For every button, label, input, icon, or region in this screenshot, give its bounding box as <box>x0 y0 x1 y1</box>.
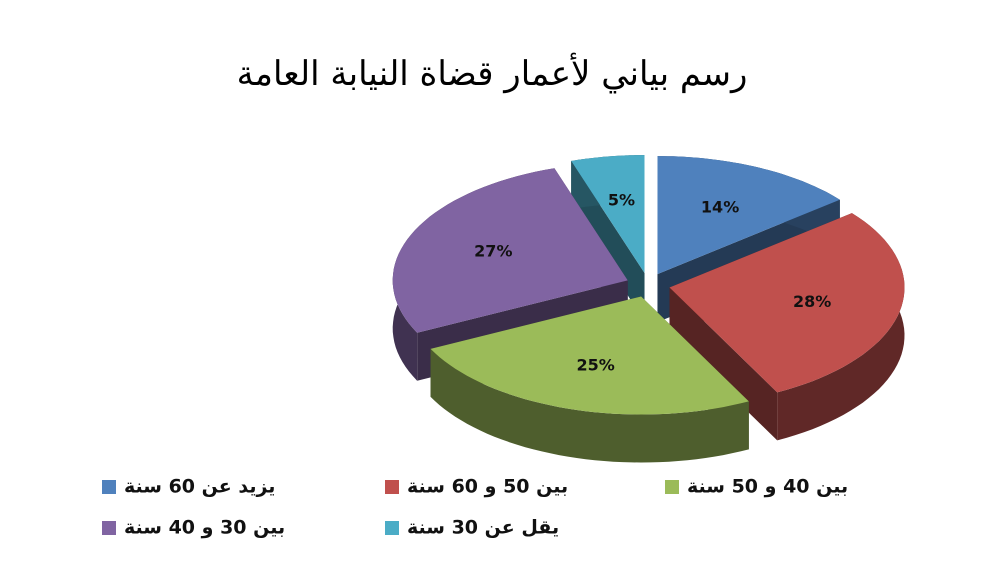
legend-label: يزيد عن 60 سنة <box>124 476 275 498</box>
chart-title: رسم بياني لأعمار قضاة النيابة العامة <box>237 52 748 94</box>
value-label: 28% <box>793 292 831 311</box>
legend-swatch <box>102 521 116 535</box>
slice <box>571 155 645 274</box>
slice <box>392 168 628 333</box>
value-label: 14% <box>701 198 739 217</box>
legend-swatch <box>665 480 679 494</box>
slice-wall <box>669 287 778 441</box>
legend-label: بين 30 و 40 سنة <box>124 517 285 539</box>
value-label: 27% <box>474 242 512 261</box>
slice <box>430 296 749 415</box>
slice <box>657 156 840 275</box>
value-label: 5% <box>608 190 635 209</box>
slice <box>669 213 905 393</box>
legend-label: بين 50 و 60 سنة <box>407 476 568 498</box>
legend-swatch <box>102 480 116 494</box>
slice-side <box>430 348 749 463</box>
legend-swatch <box>385 521 399 535</box>
value-label: 25% <box>577 356 615 375</box>
legend-label: يقل عن 30 سنة <box>407 517 559 539</box>
legend-swatch <box>385 480 399 494</box>
legend-label: بين 40 و 50 سنة <box>687 476 848 498</box>
